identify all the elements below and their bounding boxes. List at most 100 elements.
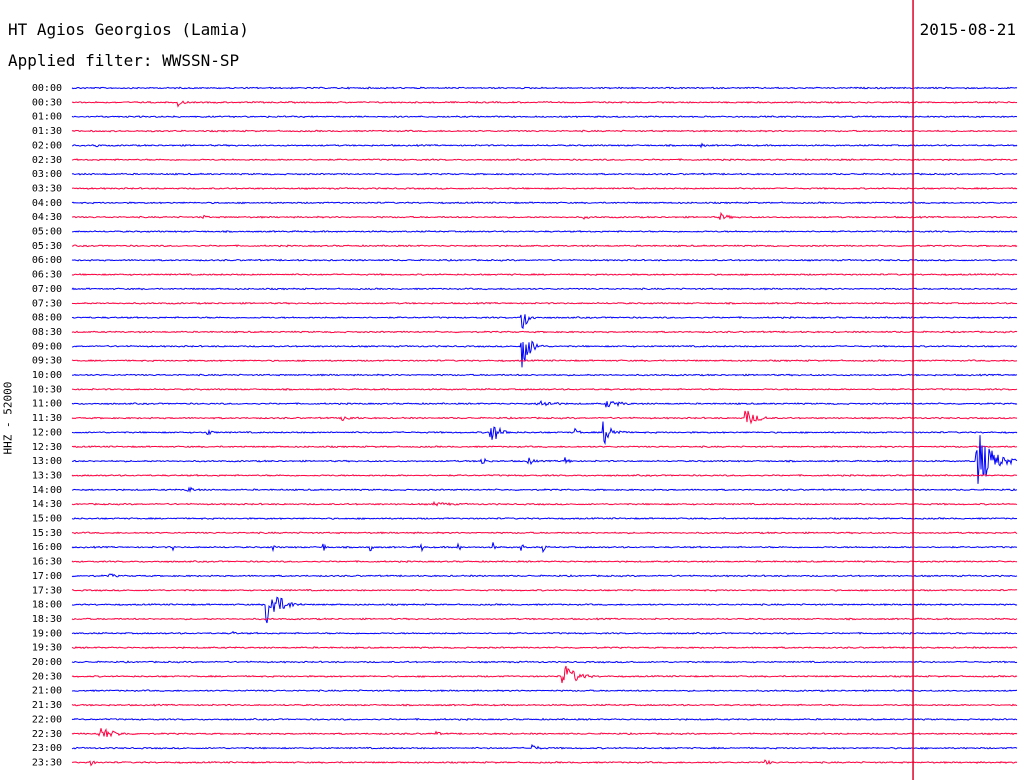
row-time-label: 01:30 (32, 126, 62, 137)
row-time-label: 22:00 (32, 714, 62, 725)
row-time-label: 18:30 (32, 614, 62, 625)
trace-row-1800 (71, 596, 1018, 624)
trace-row-1100 (71, 399, 1018, 408)
trace-row-0200 (71, 142, 1018, 149)
row-time-label: 05:00 (32, 227, 62, 238)
row-time-label: 12:00 (32, 427, 62, 438)
trace-row-0500 (71, 229, 1018, 234)
trace-row-1130 (71, 410, 1018, 425)
row-time-label: 19:30 (32, 643, 62, 654)
row-time-label: 19:00 (32, 628, 62, 639)
trace-row-1030 (71, 387, 1018, 391)
trace-row-0030 (71, 100, 1018, 108)
row-time-label: 23:00 (32, 743, 62, 754)
row-time-label: 00:00 (32, 83, 62, 94)
trace-row-0530 (71, 244, 1018, 248)
row-time-label: 22:30 (32, 729, 62, 740)
row-time-label: 10:30 (32, 384, 62, 395)
trace-row-0730 (71, 301, 1018, 305)
trace-row-1700 (71, 573, 1018, 578)
row-time-label: 20:30 (32, 671, 62, 682)
trace-row-2230 (71, 728, 1018, 738)
trace-row-0100 (71, 115, 1018, 119)
trace-row-2300 (71, 743, 1018, 750)
trace-row-2000 (71, 660, 1018, 664)
trace-row-1900 (71, 630, 1018, 635)
row-time-label: 07:30 (32, 298, 62, 309)
trace-row-0130 (71, 129, 1018, 133)
trace-row-1300 (71, 435, 1018, 484)
row-time-label: 08:30 (32, 327, 62, 338)
row-time-label: 12:30 (32, 442, 62, 453)
trace-row-0930 (71, 359, 1018, 363)
row-time-label: 10:00 (32, 370, 62, 381)
row-time-label: 17:00 (32, 571, 62, 582)
row-time-label: 17:30 (32, 585, 62, 596)
trace-row-1530 (71, 531, 1018, 535)
row-time-label: 03:30 (32, 183, 62, 194)
trace-row-0900 (71, 340, 1018, 368)
trace-row-0700 (71, 287, 1018, 291)
trace-row-1830 (71, 617, 1018, 621)
row-time-label: 18:00 (32, 600, 62, 611)
row-time-label: 23:30 (32, 757, 62, 768)
row-time-label: 15:30 (32, 528, 62, 539)
trace-row-0830 (71, 330, 1018, 334)
trace-row-1330 (71, 473, 1018, 477)
date-label: 2015-08-21 (919, 20, 1016, 39)
row-time-label: 14:30 (32, 499, 62, 510)
row-time-label: 02:00 (32, 140, 62, 151)
trace-row-2130 (71, 703, 1018, 707)
row-time-label: 16:30 (32, 557, 62, 568)
trace-row-1400 (71, 486, 1018, 493)
station-title: HT Agios Georgios (Lamia) (8, 20, 249, 39)
row-time-label: 00:30 (32, 97, 62, 108)
trace-row-1630 (71, 559, 1018, 564)
row-time-label: 11:30 (32, 413, 62, 424)
trace-row-1730 (71, 588, 1018, 592)
row-time-label: 13:30 (32, 470, 62, 481)
trace-row-0000 (71, 86, 1018, 90)
trace-row-1600 (71, 542, 1018, 554)
row-time-label: 16:00 (32, 542, 62, 553)
row-time-label: 21:00 (32, 686, 62, 697)
row-time-label: 21:30 (32, 700, 62, 711)
trace-row-0630 (71, 272, 1018, 277)
row-time-label: 09:30 (32, 356, 62, 367)
trace-row-1500 (71, 516, 1018, 520)
row-time-label: 06:30 (32, 270, 62, 281)
trace-row-2030 (71, 665, 1018, 684)
trace-row-0300 (71, 172, 1018, 176)
trace-lines (71, 86, 1018, 767)
trace-row-0600 (71, 258, 1018, 262)
trace-row-1930 (71, 646, 1018, 650)
row-time-label: 02:30 (32, 155, 62, 166)
trace-row-0400 (71, 201, 1018, 205)
trace-row-0230 (71, 158, 1018, 162)
row-time-label: 11:00 (32, 399, 62, 410)
row-time-label: 04:30 (32, 212, 62, 223)
row-time-label: 05:30 (32, 241, 62, 252)
filter-label: Applied filter: WWSSN-SP (8, 51, 240, 70)
row-time-label: 20:00 (32, 657, 62, 668)
row-labels: 00:00 00:30 01:00 01:30 02:00 02:30 03:00 03:30… (32, 83, 62, 768)
trace-row-2330 (71, 759, 1018, 767)
trace-row-0800 (71, 314, 1018, 330)
trace-row-0330 (71, 186, 1018, 190)
row-time-label: 08:00 (32, 313, 62, 324)
row-time-label: 09:00 (32, 341, 62, 352)
trace-row-1430 (71, 500, 1018, 507)
row-time-label: 15:00 (32, 514, 62, 525)
row-time-label: 14:00 (32, 485, 62, 496)
row-time-label: 01:00 (32, 112, 62, 123)
trace-row-0430 (71, 211, 1018, 220)
trace-row-2200 (71, 717, 1018, 721)
trace-row-1000 (71, 373, 1018, 377)
trace-row-2100 (71, 689, 1018, 693)
row-time-label: 07:00 (32, 284, 62, 295)
row-time-label: 04:00 (32, 198, 62, 209)
row-time-label: 13:00 (32, 456, 62, 467)
trace-row-1200 (71, 421, 1018, 446)
trace-row-1230 (71, 445, 1018, 449)
